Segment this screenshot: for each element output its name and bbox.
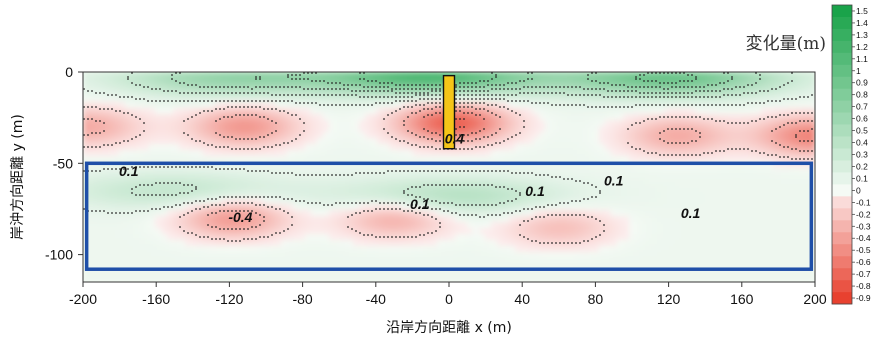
y-axis-title: 岸沖方向距離 y (m) [9, 114, 26, 240]
legend-label: 1 [856, 66, 861, 76]
legend-swatch [832, 160, 852, 173]
contour-label: 0.1 [604, 172, 624, 188]
legend-swatch [832, 28, 852, 42]
x-tick-label: 80 [588, 291, 604, 307]
legend-label: 1.4 [856, 18, 868, 28]
legend-label: -0.9 [856, 293, 871, 303]
x-tick-label: 200 [803, 291, 827, 307]
legend-swatch [832, 220, 852, 233]
color-legend: 1.5 1.4 1.3 1.2 1.1 1 0.9 0.8 0.7 0.6 0.5 0.4 0.30.2… [831, 4, 871, 305]
y-axis: 0 -50 -100 [45, 64, 83, 263]
legend-swatch [832, 136, 852, 149]
legend-swatch [832, 244, 852, 257]
legend-swatch [832, 148, 852, 161]
legend-swatch [832, 208, 852, 221]
legend-label: 1.5 [856, 6, 868, 16]
x-tick-label: -200 [69, 291, 97, 307]
legend-label: -0.7 [856, 269, 871, 279]
legend-label: 0.6 [856, 114, 868, 124]
legend-label: 0.7 [856, 102, 868, 112]
y-tick-label: -50 [53, 155, 73, 171]
legend-label: -0.3 [856, 221, 871, 231]
x-tick-label: -40 [366, 291, 386, 307]
legend-swatch [832, 232, 852, 245]
legend-label: -0.4 [856, 233, 871, 243]
contour-label: -0.4 [228, 209, 252, 225]
legend-label: 0.4 [856, 138, 868, 148]
legend-label: 0.3 [856, 150, 868, 160]
pier-marker [442, 74, 456, 150]
contour-label: 0.1 [410, 196, 430, 212]
legend-swatch [832, 76, 852, 90]
legend-swatch [832, 196, 852, 209]
legend-swatch [832, 112, 852, 125]
legend-label: 0.9 [856, 78, 868, 88]
legend-label: 1.2 [856, 42, 868, 52]
contour-label: 0.1 [119, 163, 139, 179]
legend-label: 0.1 [856, 173, 868, 183]
legend-label: 0 [856, 185, 861, 195]
legend-swatch [832, 16, 852, 30]
x-tick-label: 40 [514, 291, 530, 307]
x-tick-label: -160 [142, 291, 170, 307]
legend-swatch [832, 64, 852, 78]
legend-label: 1.1 [856, 54, 868, 64]
x-tick-label: -80 [292, 291, 312, 307]
legend-label: -0.1 [856, 197, 871, 207]
legend-swatch [832, 256, 852, 269]
legend-label: -0.6 [856, 257, 871, 267]
legend-label: 0.8 [856, 90, 868, 100]
legend-swatch [832, 292, 852, 305]
legend-swatch [832, 184, 852, 197]
legend-label: 1.3 [856, 30, 868, 40]
x-tick-label: -120 [215, 291, 243, 307]
legend-title: 変化量(m) [746, 34, 826, 54]
legend-label: 0.5 [856, 126, 868, 136]
x-axis-title: 沿岸方向距離 x (m) [386, 319, 512, 336]
legend-swatch [832, 52, 852, 66]
legend-swatch [832, 40, 852, 54]
legend-swatch [832, 88, 852, 101]
legend-label: 0.2 [856, 161, 868, 171]
x-tick-label: 0 [445, 291, 453, 307]
x-tick-label: 160 [730, 291, 754, 307]
legend-label: -0.8 [856, 281, 871, 291]
x-axis: -200 -160 -120 -80 -40 0 40 80 120 160 200 [69, 282, 827, 307]
contour-label: 0.1 [681, 205, 701, 221]
analysis-box [84, 161, 814, 271]
legend-swatch [832, 268, 852, 281]
y-tick-label: 0 [65, 64, 73, 80]
contour-label: 0.4 [445, 130, 465, 146]
legend-label: -0.2 [856, 209, 871, 219]
legend-swatch [832, 172, 852, 185]
legend-swatch [832, 100, 852, 113]
x-tick-label: 120 [657, 291, 681, 307]
legend-swatch [832, 5, 852, 18]
legend-swatch [832, 124, 852, 137]
legend-label: -0.5 [856, 245, 871, 255]
y-tick-label: -100 [45, 247, 73, 263]
plot-area: 0.4 0.1 0.1 0.1 0.1 0.1 -0.4 [82, 71, 816, 283]
legend-swatch [832, 280, 852, 293]
contour-label: 0.1 [525, 183, 545, 199]
